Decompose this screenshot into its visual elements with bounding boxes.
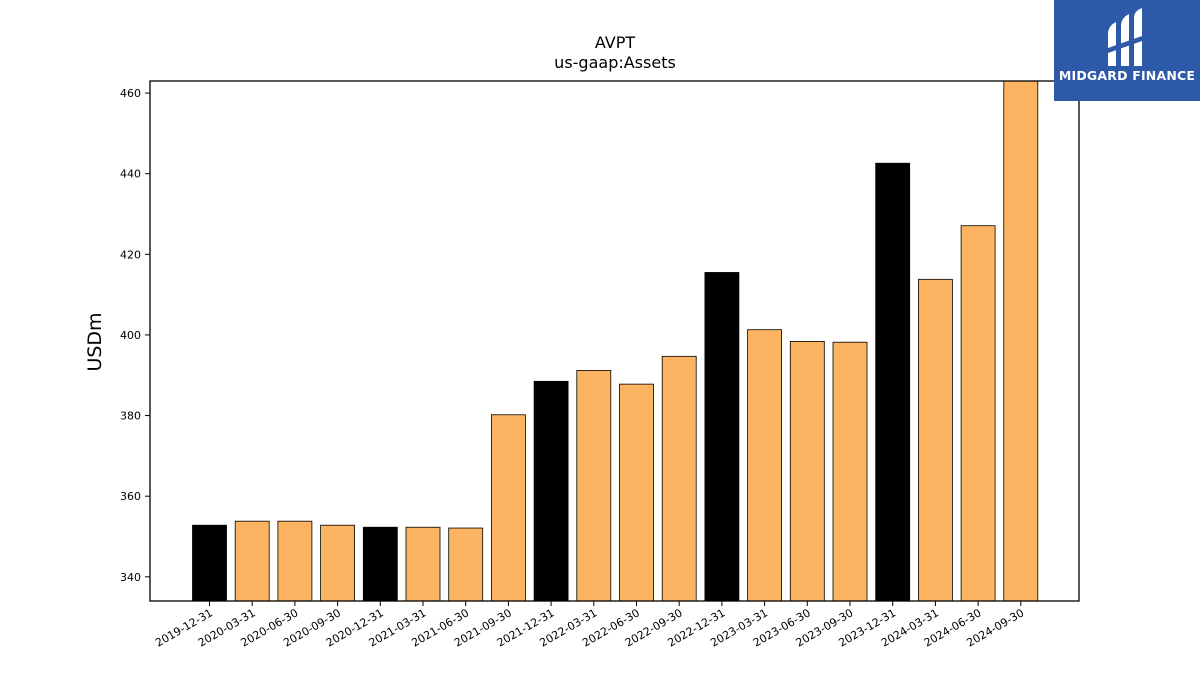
bar-2020-03-31: [234, 520, 270, 602]
y-tick-label: 340: [120, 571, 141, 584]
bar-2022-06-30: [619, 383, 654, 602]
plot-frame: [149, 80, 1080, 602]
bar-2020-06-30: [277, 520, 313, 602]
bar-2019-12-31: [192, 524, 227, 602]
chart-title: AVPT: [595, 33, 636, 52]
bar-2021-03-31: [405, 526, 441, 602]
y-axis-label: USDm: [84, 312, 106, 371]
y-ticks-group: 340 360 380 400 420 440 460: [120, 87, 150, 584]
y-tick-label: 360: [120, 490, 141, 503]
logo-text: MIDGARD FINANCE: [1058, 68, 1196, 83]
y-tick-label: 400: [120, 329, 141, 342]
bar-2022-12-31: [704, 272, 740, 602]
midgard-logo-icon: [1108, 8, 1142, 66]
y-tick-label: 460: [120, 87, 141, 100]
bar-2021-06-30: [448, 527, 484, 602]
x-ticks-group: 2019-12-312020-03-312020-06-302020-09-30…: [153, 601, 1026, 650]
bar-2023-12-31: [875, 162, 911, 602]
bar-2023-09-30: [832, 341, 868, 602]
bar-2023-03-31: [747, 329, 782, 602]
bar-2020-09-30: [320, 524, 356, 602]
y-tick-label: 440: [120, 168, 141, 181]
y-tick-label: 380: [120, 410, 141, 423]
bar-2020-12-31: [362, 526, 398, 602]
bars-group: [192, 80, 1039, 602]
chart-subtitle: us-gaap:Assets: [554, 53, 676, 72]
bar-2024-06-30: [960, 225, 996, 602]
bar-2021-09-30: [490, 414, 526, 602]
bar-2024-03-31: [918, 278, 953, 602]
bar-2021-12-31: [533, 380, 569, 602]
midgard-finance-logo: MIDGARD FINANCE: [1054, 0, 1200, 101]
y-tick-label: 420: [120, 248, 141, 261]
bar-2023-06-30: [789, 341, 825, 602]
bar-2024-09-30: [1003, 80, 1039, 602]
bar-2022-09-30: [661, 355, 697, 602]
bar-2022-03-31: [576, 370, 612, 602]
